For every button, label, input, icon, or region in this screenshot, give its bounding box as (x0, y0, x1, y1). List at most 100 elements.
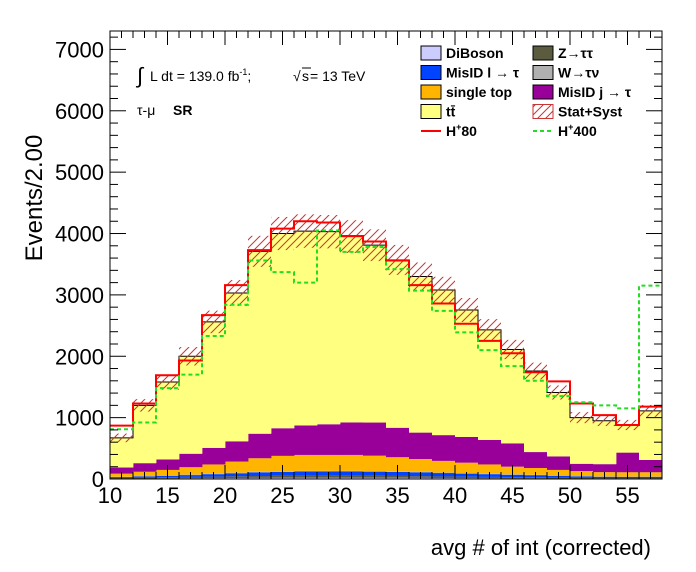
legend-label-hplus80: H+80 (446, 122, 477, 139)
bar-s4-b15 (455, 462, 479, 474)
uncertainty-b2 (156, 374, 179, 390)
bar-s6-b22 (616, 424, 640, 453)
bar-s6-b12 (386, 259, 410, 428)
legend-swatch-wtaunu (532, 65, 554, 80)
uncertainty-b1 (133, 399, 156, 412)
bar-s6-b16 (478, 329, 502, 440)
bar-s5-b10 (340, 422, 364, 455)
bar-s6-b0 (110, 437, 134, 468)
bar-s6-b14 (432, 289, 456, 436)
x-tick-label-5: 35 (385, 483, 409, 508)
bar-s4-b13 (409, 458, 433, 472)
bar-s6-b2 (156, 382, 180, 460)
bar-s6-b6 (248, 251, 272, 434)
y-tick-label-7: 7000 (55, 37, 104, 62)
bar-s4-b8 (294, 454, 318, 471)
bar-s5-b2 (156, 459, 180, 470)
sqrt-symbol: √ (293, 68, 301, 84)
bar-s5-b21 (593, 464, 617, 473)
bar-s6-b4 (202, 321, 226, 448)
bar-s5-b6 (248, 433, 272, 459)
region-annotation: τ-μ SR (137, 102, 192, 118)
uncertainty-b7 (271, 216, 294, 251)
uncertainty-b11 (363, 229, 386, 262)
legend-label-misid_l: MisID l → τ (446, 65, 520, 81)
bar-s3-b9 (317, 470, 341, 472)
bar-s4-b11 (363, 455, 387, 472)
bar-s5-b0 (110, 467, 134, 474)
bar-s6-b7 (271, 233, 295, 429)
bar-s6-b15 (455, 309, 479, 437)
legend-swatch-uncert (532, 104, 554, 119)
x-tick-label-1: 15 (155, 483, 179, 508)
legend-swatch-diboson (420, 45, 442, 61)
axes-layer: 10 15 20 25 30 35 40 45 50 55 0 1000 2000 3000 4000 500… (55, 31, 663, 508)
x-axis-label: avg # of int (corrected) (431, 535, 651, 560)
signal-line-1 (110, 229, 662, 431)
legend-label-single_top: single top (446, 84, 512, 100)
bar-s6-b9 (317, 231, 341, 425)
uncertainty-b13 (409, 262, 432, 291)
legend-swatch-misid_l (420, 65, 442, 80)
luminosity-annotation: ∫ L dt = 139.0 fb-1; √ s = 13 TeV (135, 63, 366, 88)
legend-label-ztautau: Z→ττ (558, 45, 594, 61)
x-tick-label-4: 30 (328, 483, 352, 508)
legend: DiBoson Z→ττ MisID l → τ W→τν single top MisI… (420, 45, 632, 139)
bar-s4-b6 (248, 458, 272, 472)
uncertainty-b19 (547, 385, 570, 400)
bar-s6-b23 (639, 410, 662, 460)
x-tick-label-9: 55 (615, 483, 639, 508)
legend-label-wtaunu: W→τν (558, 65, 599, 81)
bar-s6-b19 (547, 392, 571, 457)
bar-s3-b8 (294, 470, 318, 472)
bar-s4-b4 (202, 464, 226, 474)
y-tick-label-6: 6000 (55, 99, 104, 124)
bar-s6-b3 (179, 356, 203, 454)
bar-s5-b13 (409, 432, 433, 459)
y-tick-label-0: 0 (92, 467, 104, 492)
legend-swatch-ztautau (532, 45, 554, 61)
uncertainty-b6 (248, 235, 271, 267)
x-tick-label-3: 25 (270, 483, 294, 508)
uncertainty-b17 (501, 339, 524, 360)
bar-s6-b17 (501, 349, 525, 444)
uncertainty-b15 (455, 298, 478, 322)
bar-s4-b5 (225, 461, 249, 473)
uncertainty-b18 (524, 362, 547, 380)
bar-s3-b10 (340, 470, 364, 472)
bar-s4-b14 (432, 460, 456, 473)
bar-s4-b7 (271, 455, 295, 472)
bar-s5-b14 (432, 435, 456, 461)
sqrt-s: s (302, 68, 309, 84)
uncertainty-b23 (639, 404, 662, 417)
y-tick-label-5: 5000 (55, 160, 104, 185)
luminosity-text: L dt = 139.0 fb-1; (150, 67, 251, 84)
bar-s5-b23 (639, 459, 662, 473)
bar-s6-b8 (294, 231, 318, 426)
bar-s5-b20 (570, 463, 594, 472)
legend-label-diboson: DiBoson (446, 45, 504, 61)
region-prefix: τ-μ (137, 102, 155, 118)
bar-s6-b13 (409, 276, 433, 433)
bar-s6-b11 (363, 245, 387, 423)
bar-s5-b5 (225, 441, 249, 462)
y-tick-label-4: 4000 (55, 222, 104, 247)
uncertainty-b5 (225, 280, 248, 307)
y-tick-label-3: 3000 (55, 283, 104, 308)
bar-s5-b16 (478, 439, 502, 465)
bar-s4-b9 (317, 454, 341, 471)
uncertainty-b14 (432, 276, 455, 304)
region-suffix: SR (173, 102, 192, 118)
bar-s6-b18 (524, 371, 548, 453)
y-tick-label-1: 1000 (55, 406, 104, 431)
x-tick-label-6: 40 (443, 483, 467, 508)
x-tick-label-0: 10 (98, 483, 122, 508)
uncertainty-b9 (317, 214, 340, 249)
uncertainty-b3 (179, 347, 202, 366)
legend-swatch-misid_j (532, 84, 554, 100)
legend-label-hplus400: H+400 (558, 122, 597, 139)
bar-s5-b17 (501, 443, 525, 467)
bar-s5-b7 (271, 428, 295, 456)
signal-layer (110, 220, 662, 431)
